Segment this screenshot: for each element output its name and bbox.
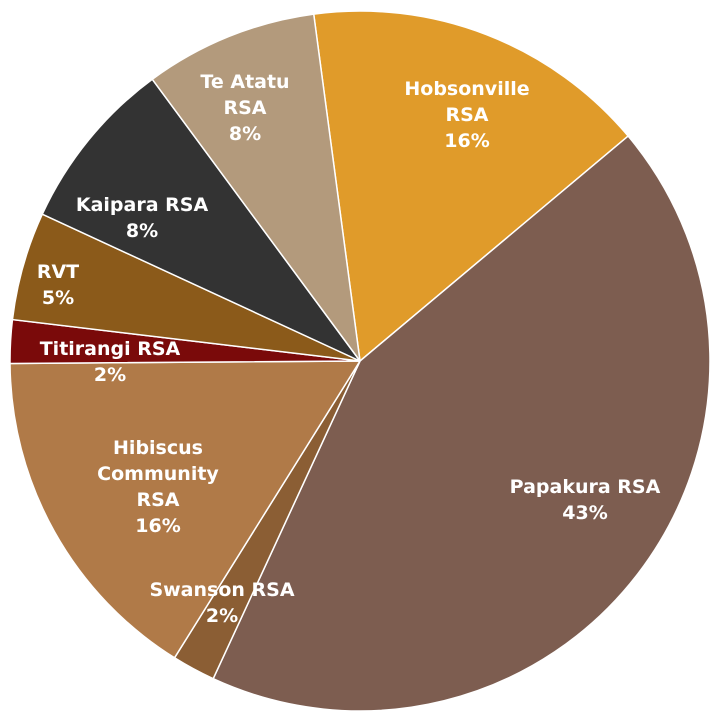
slice-label: Titirangi RSA 2% bbox=[10, 336, 210, 388]
value-label: 2% bbox=[205, 605, 239, 627]
pie-slice bbox=[312, 10, 630, 363]
pie-slice bbox=[151, 13, 361, 362]
value-label: 5% bbox=[41, 287, 75, 309]
pie-slice bbox=[9, 360, 362, 659]
category-label: Te Atatu RSA bbox=[200, 71, 290, 119]
value-label: 8% bbox=[228, 123, 262, 145]
category-label: Hobsonville RSA bbox=[404, 78, 530, 126]
slice-label: Hibiscus Community RSA 16% bbox=[88, 435, 228, 539]
pie-slice bbox=[41, 78, 361, 362]
category-label: Swanson RSA bbox=[149, 579, 295, 601]
value-label: 16% bbox=[444, 130, 490, 152]
slice-label: Swanson RSA 2% bbox=[122, 577, 322, 629]
slice-label: Papakura RSA 43% bbox=[485, 474, 685, 526]
category-label: Kaipara RSA bbox=[75, 194, 209, 216]
pie-slice bbox=[212, 134, 711, 712]
slice-label: Kaipara RSA 8% bbox=[42, 192, 242, 244]
value-label: 16% bbox=[135, 515, 181, 537]
value-label: 43% bbox=[562, 502, 608, 524]
slice-label: Te Atatu RSA 8% bbox=[198, 69, 293, 147]
category-label: Titirangi RSA bbox=[39, 338, 181, 360]
value-label: 2% bbox=[93, 364, 127, 386]
value-label: 8% bbox=[125, 220, 159, 242]
category-label: Papakura RSA bbox=[509, 476, 661, 498]
slice-label: RVT 5% bbox=[18, 259, 98, 311]
slice-label: Hobsonville RSA 16% bbox=[402, 76, 532, 154]
category-label: RVT bbox=[36, 261, 80, 283]
category-label: Hibiscus Community RSA bbox=[97, 437, 219, 511]
